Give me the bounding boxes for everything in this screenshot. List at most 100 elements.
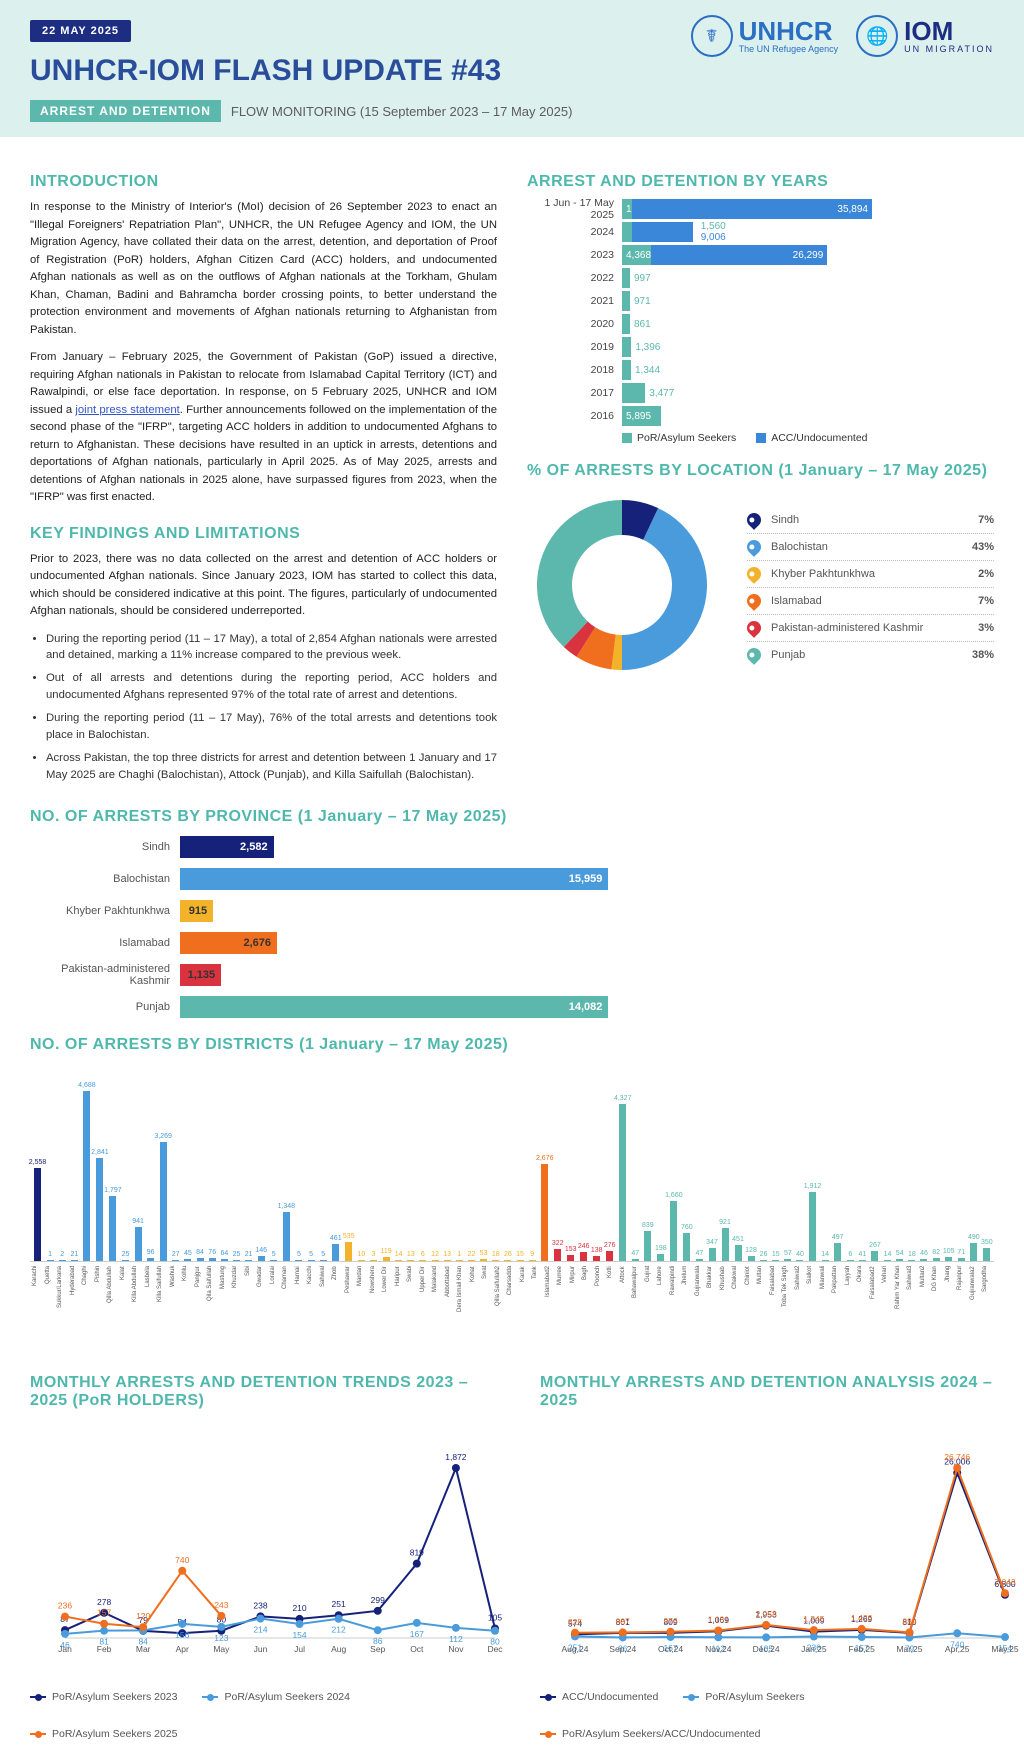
joint-press-statement-link[interactable]: joint press statement <box>75 404 179 416</box>
data-point-PoR/Asylum Seekers/ACC/Undocumented-Oct,24[interactable] <box>667 1628 675 1636</box>
district-bar-Chaman[interactable]: 1,348 <box>281 1062 292 1261</box>
year-row-2021[interactable]: 2021 971 <box>527 291 994 311</box>
district-bar-Chaghi[interactable]: 4,688 <box>81 1062 92 1261</box>
district-bar-Harnai[interactable]: 5 <box>294 1062 304 1261</box>
district-bar-Khushab[interactable]: 921 <box>720 1062 731 1261</box>
district-bar-Chiniot[interactable]: 128 <box>746 1062 757 1261</box>
district-bar-Faisalabad2[interactable]: 267 <box>869 1062 880 1261</box>
district-bar-Pakpattan[interactable]: 497 <box>832 1062 843 1261</box>
district-bar-Mirpur[interactable]: 153 <box>565 1062 576 1261</box>
data-point-PoR/Asylum Seekers/ACC/Undocumented-Sep,24[interactable] <box>619 1628 627 1636</box>
district-bar-Rajanpur[interactable]: 71 <box>956 1062 966 1261</box>
province-row-Sindh[interactable]: Sindh 2,582 <box>30 836 608 858</box>
data-point-PoR/Asylum Seekers/ACC/Undocumented-Jan,25[interactable] <box>810 1626 818 1634</box>
year-row-2023[interactable]: 2023 4,368 26,299 <box>527 245 994 265</box>
data-point-PoR/Asylum Seekers 2024-Jan[interactable] <box>61 1630 69 1638</box>
data-point-PoR/Asylum Seekers-Feb,25[interactable] <box>858 1633 866 1641</box>
district-bar-Malakand[interactable]: 12 <box>430 1062 440 1261</box>
district-bar-Lasbela[interactable]: 96 <box>146 1062 156 1261</box>
district-bar-Lahore[interactable]: 198 <box>655 1062 666 1261</box>
district-bar-Upper Dir[interactable]: 6 <box>418 1062 428 1261</box>
data-point-PoR/Asylum Seekers 2024-Aug[interactable] <box>335 1615 343 1623</box>
data-point-PoR/Asylum Seekers 2024-May[interactable] <box>217 1623 225 1631</box>
district-bar-Gujrat[interactable]: 839 <box>642 1062 653 1261</box>
district-bar-Dera Ismail Khan[interactable]: 1 <box>454 1062 464 1261</box>
district-bar-Haripur[interactable]: 14 <box>394 1062 404 1261</box>
district-bar-Qilla Saifullah2[interactable]: 18 <box>491 1062 501 1261</box>
district-bar-Chakwal[interactable]: 451 <box>733 1062 744 1261</box>
district-bar-Kalat[interactable]: 25 <box>120 1062 130 1261</box>
district-bar-Okara[interactable]: 41 <box>857 1062 867 1261</box>
data-point-PoR/Asylum Seekers 2025-Apr[interactable] <box>178 1567 186 1575</box>
district-bar-Kohat[interactable]: 22 <box>466 1062 476 1261</box>
district-bar-Qilla Abdullah[interactable]: 1,797 <box>107 1062 118 1261</box>
district-bar-Hyderabad[interactable]: 21 <box>69 1062 79 1261</box>
district-bar-Sibi[interactable]: 21 <box>244 1062 254 1261</box>
data-point-PoR/Asylum Seekers 2024-Jul[interactable] <box>296 1620 304 1628</box>
district-bar-Loralai[interactable]: 5 <box>269 1062 279 1261</box>
data-point-PoR/Asylum Seekers/ACC/Undocumented-Mar,25[interactable] <box>905 1628 913 1636</box>
data-point-PoR/Asylum Seekers 2023-Nov[interactable] <box>452 1464 460 1472</box>
district-bar-Bahawalpur[interactable]: 47 <box>630 1062 640 1261</box>
district-bar-Sukkur/Larkana[interactable]: 2 <box>57 1062 67 1261</box>
year-row-2017[interactable]: 2017 3,477 <box>527 383 994 403</box>
district-bar-Faisalabad[interactable]: 15 <box>771 1062 781 1261</box>
district-bar-Karak[interactable]: 15 <box>515 1062 525 1261</box>
district-bar-Vehari[interactable]: 14 <box>882 1062 892 1261</box>
province-row-Pakistan-administered Kashmir[interactable]: Pakistan-administered Kashmir 1,135 <box>30 964 608 986</box>
district-bar-Sahiwal[interactable]: 5 <box>318 1062 328 1261</box>
district-bar-Mardan[interactable]: 10 <box>356 1062 366 1261</box>
year-row-1 Jun - 17 May 2025[interactable]: 1 Jun - 17 May 20251,45535,894 <box>527 199 994 219</box>
year-row-2018[interactable]: 2018 1,344 <box>527 360 994 380</box>
district-bar-Jhang[interactable]: 105 <box>943 1062 954 1261</box>
district-bar-Poonch[interactable]: 138 <box>591 1062 602 1261</box>
data-point-PoR/Asylum Seekers-Apr,25[interactable] <box>953 1629 961 1637</box>
data-point-PoR/Asylum Seekers-Dec,24[interactable] <box>762 1633 770 1641</box>
province-row-Punjab[interactable]: Punjab 14,082 <box>30 996 608 1018</box>
district-bar-Mianwali[interactable]: 14 <box>820 1062 830 1261</box>
year-row-2020[interactable]: 2020 861 <box>527 314 994 334</box>
data-point-PoR/Asylum Seekers 2024-Jun[interactable] <box>256 1615 264 1623</box>
district-bar-Lower Dir[interactable]: 119 <box>381 1062 392 1261</box>
year-row-2022[interactable]: 2022 997 <box>527 268 994 288</box>
data-point-PoR/Asylum Seekers 2024-Nov[interactable] <box>452 1624 460 1632</box>
district-bar-Swabi[interactable]: 13 <box>406 1062 416 1261</box>
data-point-PoR/Asylum Seekers/ACC/Undocumented-Nov,24[interactable] <box>714 1626 722 1634</box>
district-bar-Bhakkar[interactable]: 347 <box>707 1062 718 1261</box>
district-bar-Qila Saifullah[interactable]: 76 <box>207 1062 217 1261</box>
district-bar-Quetta[interactable]: 1 <box>45 1062 55 1261</box>
district-bar-Sialkot[interactable]: 1,912 <box>807 1062 818 1261</box>
year-row-2016[interactable]: 2016 5,895 <box>527 406 994 426</box>
district-bar-Kotli[interactable]: 276 <box>604 1062 615 1261</box>
district-bar-Multan2[interactable]: 46 <box>919 1062 929 1261</box>
district-bar-Charsadda[interactable]: 26 <box>503 1062 513 1261</box>
district-bar-Sahiwal2[interactable]: 40 <box>795 1062 805 1261</box>
data-point-PoR/Asylum Seekers 2024-Apr[interactable] <box>178 1620 186 1628</box>
data-point-PoR/Asylum Seekers/ACC/Undocumented-Aug,24[interactable] <box>571 1629 579 1637</box>
district-bar-Rahim Yar Khan[interactable]: 54 <box>895 1062 905 1261</box>
district-bar-Murree[interactable]: 322 <box>552 1062 563 1261</box>
district-bar-Sargodha[interactable]: 350 <box>981 1062 992 1261</box>
data-point-PoR/Asylum Seekers/ACC/Undocumented-Dec,24[interactable] <box>762 1621 770 1629</box>
data-point-PoR/Asylum Seekers-May,25[interactable] <box>1001 1633 1009 1641</box>
data-point-PoR/Asylum Seekers 2023-Sep[interactable] <box>374 1607 382 1615</box>
province-row-Khyber Pakhtunkhwa[interactable]: Khyber Pakhtunkhwa 915 <box>30 900 608 922</box>
year-row-2024[interactable]: 2024 1,560 9,006 <box>527 222 994 242</box>
data-point-PoR/Asylum Seekers 2024-Sep[interactable] <box>374 1626 382 1634</box>
data-point-PoR/Asylum Seekers 2025-May[interactable] <box>217 1612 225 1620</box>
data-point-PoR/Asylum Seekers 2023-Oct[interactable] <box>413 1560 421 1568</box>
district-bar-Jhelum[interactable]: 760 <box>681 1062 692 1261</box>
district-bar-Zhob[interactable]: 461 <box>330 1062 341 1261</box>
province-row-Balochistan[interactable]: Balochistan 15,959 <box>30 868 608 890</box>
data-point-PoR/Asylum Seekers/ACC/Undocumented-May,25[interactable] <box>1001 1589 1009 1597</box>
data-point-PoR/Asylum Seekers 2024-Feb[interactable] <box>100 1627 108 1635</box>
district-bar-Nowshera[interactable]: 3 <box>368 1062 378 1261</box>
data-point-PoR/Asylum Seekers 2025-Mar[interactable] <box>139 1623 147 1631</box>
district-bar-Islamabad2[interactable]: 2,676 <box>539 1062 550 1261</box>
district-bar-Peshawar[interactable]: 535 <box>343 1062 354 1261</box>
data-point-PoR/Asylum Seekers 2025-Feb[interactable] <box>100 1620 108 1628</box>
data-point-PoR/Asylum Seekers 2024-Oct[interactable] <box>413 1619 421 1627</box>
data-point-PoR/Asylum Seekers 2024-Dec[interactable] <box>491 1627 499 1635</box>
district-bar-Toba Tek Singh[interactable]: 57 <box>783 1062 793 1261</box>
year-row-2019[interactable]: 2019 1,396 <box>527 337 994 357</box>
